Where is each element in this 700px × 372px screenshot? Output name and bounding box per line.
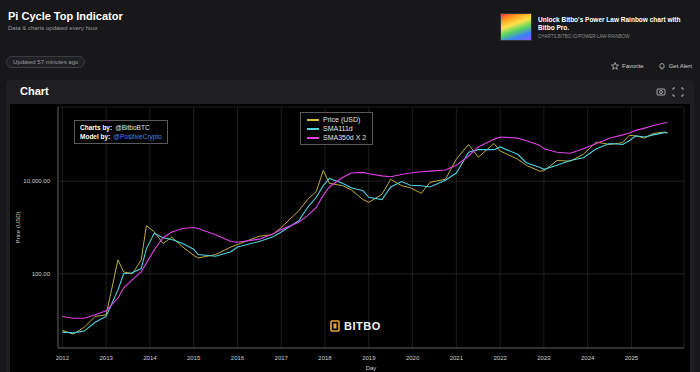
svg-text:10,000.00: 10,000.00 — [23, 178, 50, 184]
html-text:BITBO: BITBO — [344, 320, 381, 332]
svg-text:Day: Day — [366, 365, 377, 371]
html-text:SMA111d: SMA111d — [323, 125, 353, 132]
svg-text:2013: 2013 — [99, 355, 113, 361]
html-text:Price (USD): Price (USD) — [323, 116, 361, 123]
html-text:Data & charts updated every ho: Data & charts updated every hour — [8, 25, 98, 31]
html-text:Get Alert: Get Alert — [668, 63, 692, 69]
html-text:Unlock Bitbo's Power Law Rainb: Unlock Bitbo's Power Law Rainbow chart w… — [538, 15, 681, 31]
svg-text:2023: 2023 — [537, 355, 551, 361]
svg-text:2016: 2016 — [231, 355, 245, 361]
html-text:SMA350d X 2: SMA350d X 2 — [323, 134, 367, 141]
svg-text:2019: 2019 — [362, 355, 376, 361]
html-text:Chart: Chart — [20, 85, 49, 97]
html-text:Favorite: Favorite — [622, 63, 644, 69]
svg-text:2018: 2018 — [318, 355, 332, 361]
html-text:Updated 57 minutes ago: Updated 57 minutes ago — [13, 59, 79, 65]
svg-text:2022: 2022 — [493, 355, 507, 361]
html-text:Charts by: @BitboBTC: Charts by: @BitboBTC — [80, 124, 150, 131]
html-text:Pi Cycle Top Indicator: Pi Cycle Top Indicator — [8, 10, 123, 22]
svg-text:100.00: 100.00 — [32, 271, 51, 277]
svg-text:2015: 2015 — [187, 355, 201, 361]
svg-text:2014: 2014 — [143, 355, 157, 361]
html-text:Model by: @PositiveCrypto: Model by: @PositiveCrypto — [80, 133, 162, 140]
svg-text:2024: 2024 — [581, 355, 595, 361]
svg-text:2017: 2017 — [275, 355, 289, 361]
svg-text:Price (USD): Price (USD) — [15, 211, 21, 243]
svg-text:2020: 2020 — [406, 355, 420, 361]
svg-text:2021: 2021 — [450, 355, 464, 361]
svg-text:2025: 2025 — [625, 355, 639, 361]
html-text:CHARTS.BITBO.IO/POWER-LAW-RAIN: CHARTS.BITBO.IO/POWER-LAW-RAINBOW — [538, 33, 630, 39]
svg-text:2012: 2012 — [56, 355, 70, 361]
